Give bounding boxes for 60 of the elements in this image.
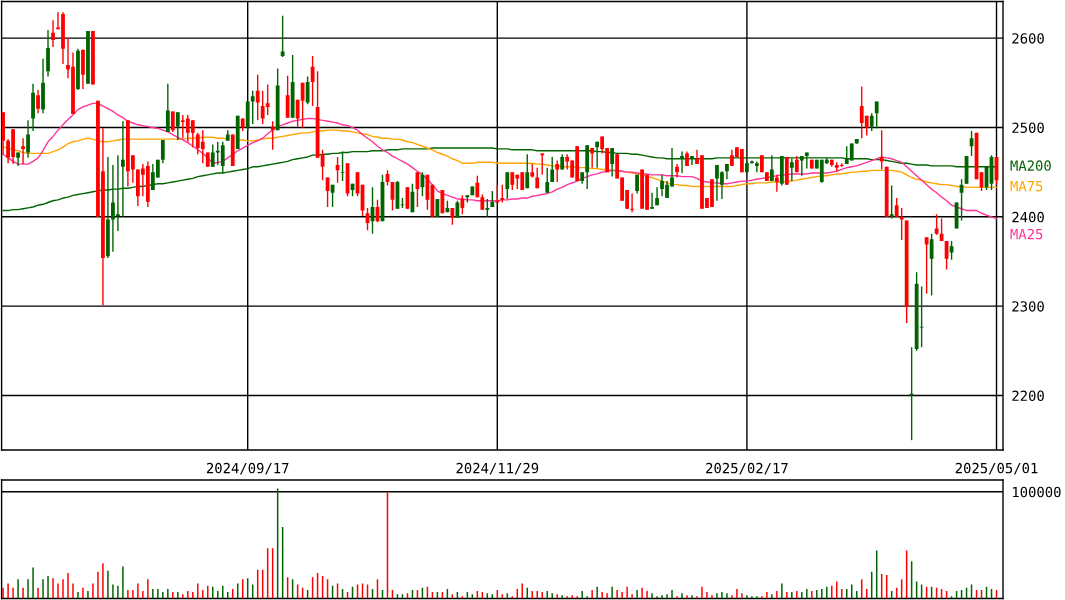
candlestick [934, 213, 939, 236]
candlestick [879, 129, 884, 171]
series-label: MA200 [1010, 160, 1051, 171]
candlestick [250, 90, 255, 125]
candlestick [789, 158, 794, 182]
candlestick [165, 83, 170, 133]
candlestick [26, 119, 30, 159]
candlestick [21, 137, 25, 165]
candlestick [555, 159, 560, 183]
candlestick [505, 171, 510, 200]
candlestick [550, 156, 555, 183]
candlestick [690, 155, 694, 166]
candlestick [680, 150, 684, 174]
candlestick [630, 192, 634, 214]
series-label: MA75 [1010, 181, 1043, 192]
candlestick [804, 151, 809, 170]
candlestick [460, 194, 465, 215]
candlestick [300, 82, 305, 129]
candlestick [525, 153, 530, 189]
candlestick [305, 75, 310, 105]
candlestick [769, 154, 774, 182]
candlestick [200, 129, 205, 164]
candlestick [170, 110, 175, 133]
candlestick [874, 100, 879, 130]
candlestick [755, 160, 759, 173]
x-tick-label: 2024/09/17 [206, 462, 289, 475]
candlestick [650, 191, 654, 210]
candlestick [51, 19, 55, 48]
y-tick-label: 2600 [1012, 33, 1044, 44]
candlestick [924, 236, 929, 295]
candlestick [929, 233, 934, 297]
candlestick [909, 346, 914, 441]
candlestick [210, 143, 215, 168]
candlestick [675, 163, 679, 179]
candlestick [540, 152, 545, 176]
series-label: MA25 [1010, 228, 1043, 240]
candlestick [190, 119, 195, 148]
x-tick-label: 2025/02/17 [706, 462, 788, 475]
x-tick-label: 2024/11/29 [456, 462, 539, 475]
y-tick-label: 2200 [1012, 390, 1044, 402]
candlestick [340, 150, 345, 182]
candlestick [545, 166, 550, 194]
candlestick [799, 155, 804, 177]
candlestick [255, 74, 260, 122]
x-tick-label: 2025/05/01 [955, 462, 1038, 475]
y-tick-label: 2400 [1012, 211, 1044, 223]
candlestick [36, 89, 40, 114]
y-tick-label: 100000 [1013, 486, 1061, 498]
candlestick [919, 285, 924, 348]
candlestick [590, 147, 595, 169]
candlestick [280, 15, 285, 58]
candlestick [46, 29, 50, 78]
candlestick [889, 184, 894, 220]
candlestick [894, 197, 899, 218]
y-tick-label: 2500 [1012, 122, 1044, 133]
candlestick [774, 174, 779, 193]
candlestick [175, 111, 180, 141]
candlestick [285, 74, 290, 119]
y-tick-label: 2300 [1012, 301, 1044, 312]
candlestick [265, 83, 270, 116]
